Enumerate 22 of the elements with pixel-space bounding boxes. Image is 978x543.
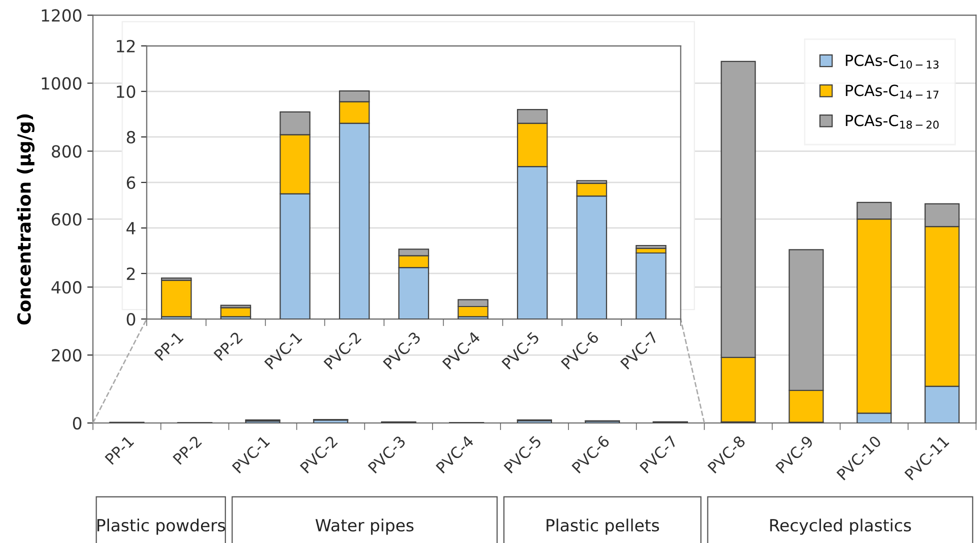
y-tick-label: 0 bbox=[126, 312, 136, 326]
text: Water pipes bbox=[316, 518, 414, 535]
y-tick-label: 2 bbox=[126, 267, 135, 280]
y-tick-label: 0 bbox=[72, 416, 82, 430]
y-tick-label: 400 bbox=[51, 281, 82, 294]
y-tick-label: 4 bbox=[126, 222, 136, 234]
text: Plastic powders bbox=[97, 518, 226, 535]
text: Plastic pellets bbox=[546, 518, 659, 535]
y-tick-label: 12 bbox=[116, 40, 135, 52]
y-tick-label: 6 bbox=[126, 176, 136, 190]
y-tick-label: 800 bbox=[52, 145, 82, 158]
y-tick-label: 600 bbox=[52, 213, 82, 226]
legend-label: PCAs-C$_{10−13}$ bbox=[846, 54, 938, 69]
text: Recycled plastics bbox=[770, 518, 911, 535]
y-tick-label: 10 bbox=[116, 85, 136, 98]
y-tick-label: 200 bbox=[52, 348, 82, 362]
y-tick-label: 1200 bbox=[42, 9, 82, 22]
legend-label: PCAs-C$_{18−20}$ bbox=[846, 114, 939, 129]
legend-label: PCAs-C$_{14−17}$ bbox=[846, 84, 938, 98]
y-tick-label: 8 bbox=[126, 130, 136, 144]
y-axis-title: Concentration (μg/g) bbox=[16, 114, 35, 325]
y-tick-label: 1000 bbox=[42, 77, 82, 90]
